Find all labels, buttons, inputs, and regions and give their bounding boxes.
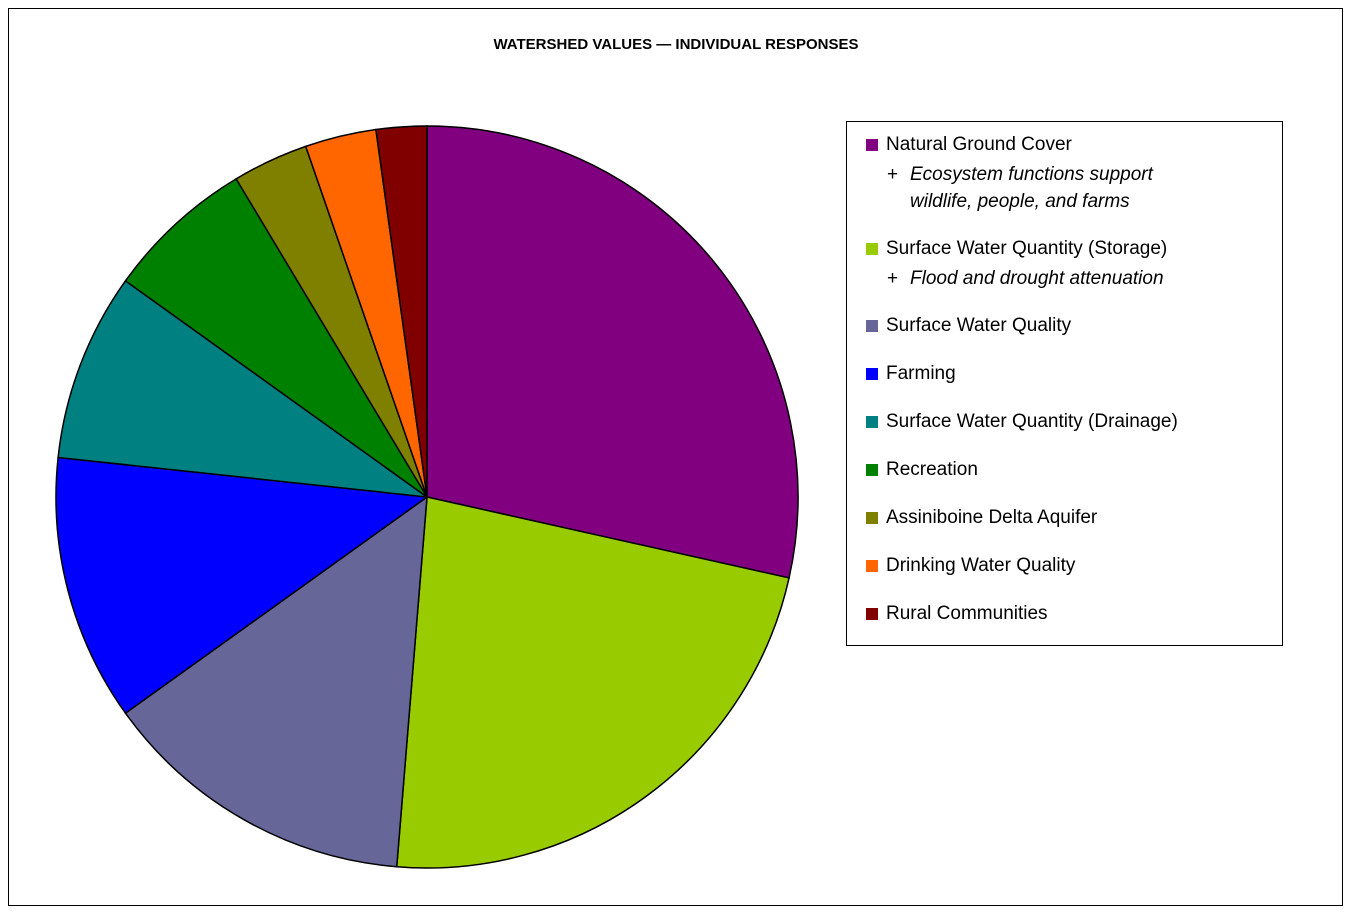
- legend-label: Natural Ground Cover: [886, 134, 1073, 155]
- legend-label: Drinking Water Quality: [886, 555, 1076, 576]
- legend-box: [846, 121, 1283, 646]
- legend-swatch: [866, 608, 878, 620]
- legend-label: Assiniboine Delta Aquifer: [886, 507, 1098, 528]
- pie-slice: [426, 125, 799, 579]
- legend-swatch: [866, 464, 878, 476]
- pie-slice: [57, 279, 430, 499]
- pie-slice: [375, 125, 428, 498]
- legend-label: Surface Water Quantity (Storage): [886, 238, 1167, 259]
- pie-slice: [124, 495, 428, 868]
- legend-note: Flood and drought attenuation: [910, 268, 1164, 289]
- legend-swatch: [866, 560, 878, 572]
- legend-swatch: [866, 416, 878, 428]
- legend-note: Ecosystem functions support: [910, 164, 1154, 185]
- legend-swatch: [866, 368, 878, 380]
- legend-swatch: [866, 320, 878, 332]
- legend-label: Rural Communities: [886, 603, 1048, 624]
- legend-swatch: [866, 139, 878, 151]
- legend-note: wildlife, people, and farms: [910, 191, 1130, 212]
- chart-title: WATERSHED VALUES — INDIVIDUAL RESPONSES: [493, 36, 858, 53]
- legend-label: Recreation: [886, 459, 978, 480]
- legend-label: Surface Water Quantity (Drainage): [886, 411, 1178, 432]
- legend-label: Farming: [886, 363, 956, 384]
- pie-slice: [124, 177, 428, 498]
- legend-swatch: [866, 243, 878, 255]
- legend-note-marker: +: [887, 164, 898, 185]
- legend-label: Surface Water Quality: [886, 315, 1072, 336]
- pie-slice: [55, 456, 430, 715]
- legend-swatch: [866, 512, 878, 524]
- pie-slice: [395, 496, 790, 869]
- legend-note-marker: +: [887, 268, 898, 289]
